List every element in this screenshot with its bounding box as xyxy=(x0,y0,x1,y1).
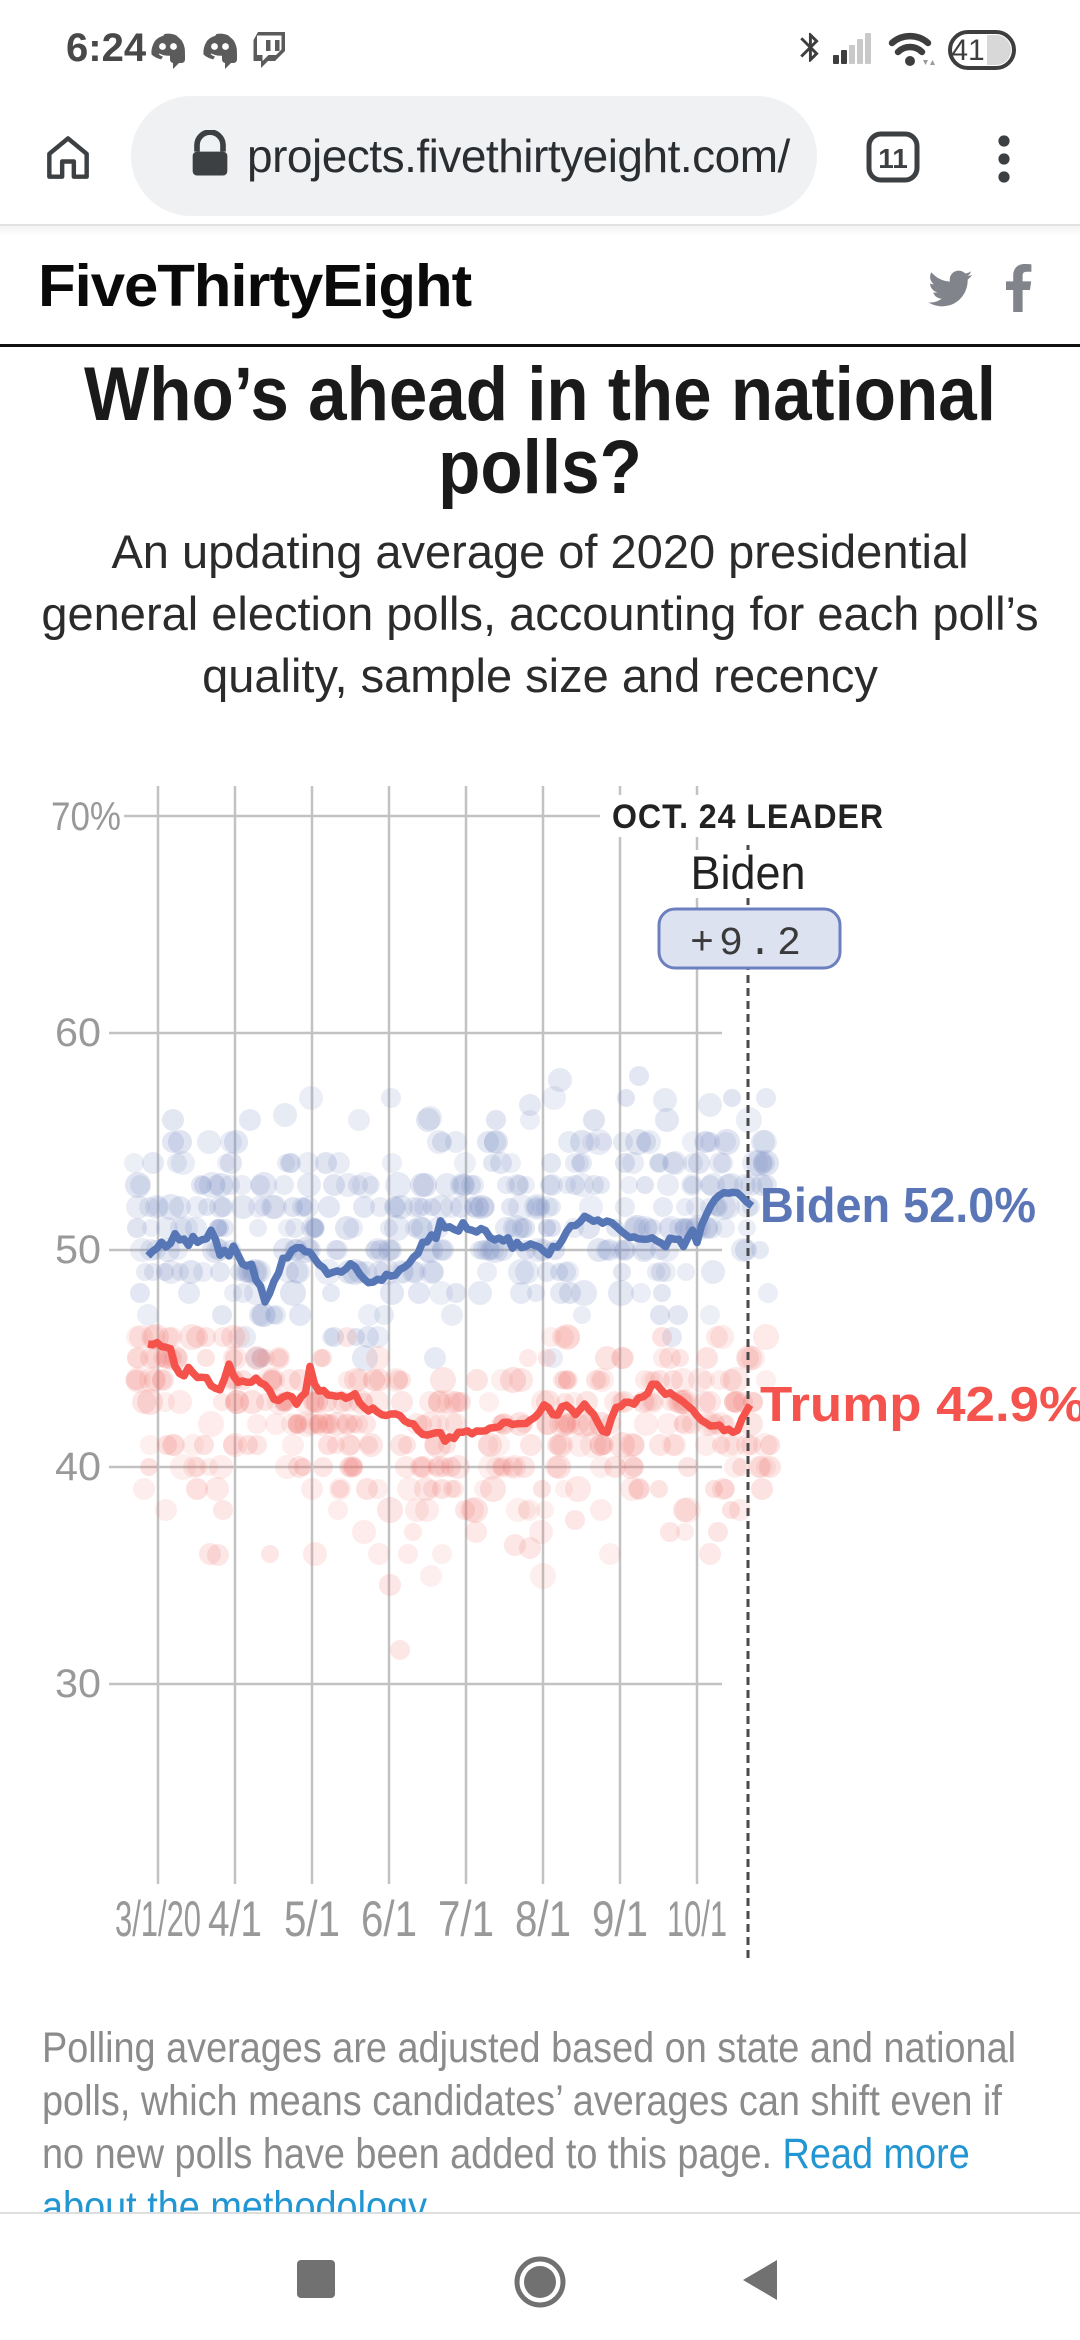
svg-text:10/1: 10/1 xyxy=(667,1891,727,1947)
svg-text:60: 60 xyxy=(55,1011,101,1055)
svg-text:OCT. 24 LEADER: OCT. 24 LEADER xyxy=(612,798,884,836)
svg-text:+9.2: +9.2 xyxy=(690,922,806,967)
svg-text:30: 30 xyxy=(55,1662,101,1706)
svg-text:9/1: 9/1 xyxy=(592,1891,648,1947)
svg-text:40: 40 xyxy=(55,1445,101,1489)
svg-text:70%: 70% xyxy=(51,795,121,839)
svg-text:3/1/20: 3/1/20 xyxy=(115,1891,201,1947)
svg-text:Trump 42.9%: Trump 42.9% xyxy=(760,1378,1080,1432)
svg-text:Biden: Biden xyxy=(691,846,806,899)
svg-text:6/1: 6/1 xyxy=(361,1891,417,1947)
svg-text:4/1: 4/1 xyxy=(208,1891,262,1947)
svg-text:8/1: 8/1 xyxy=(515,1891,571,1947)
svg-text:7/1: 7/1 xyxy=(438,1891,494,1947)
svg-text:Biden 52.0%: Biden 52.0% xyxy=(760,1179,1036,1233)
svg-text:41: 41 xyxy=(951,34,984,67)
svg-text:5/1: 5/1 xyxy=(284,1891,340,1947)
svg-text:50: 50 xyxy=(55,1228,101,1272)
svg-text:11: 11 xyxy=(878,143,908,174)
